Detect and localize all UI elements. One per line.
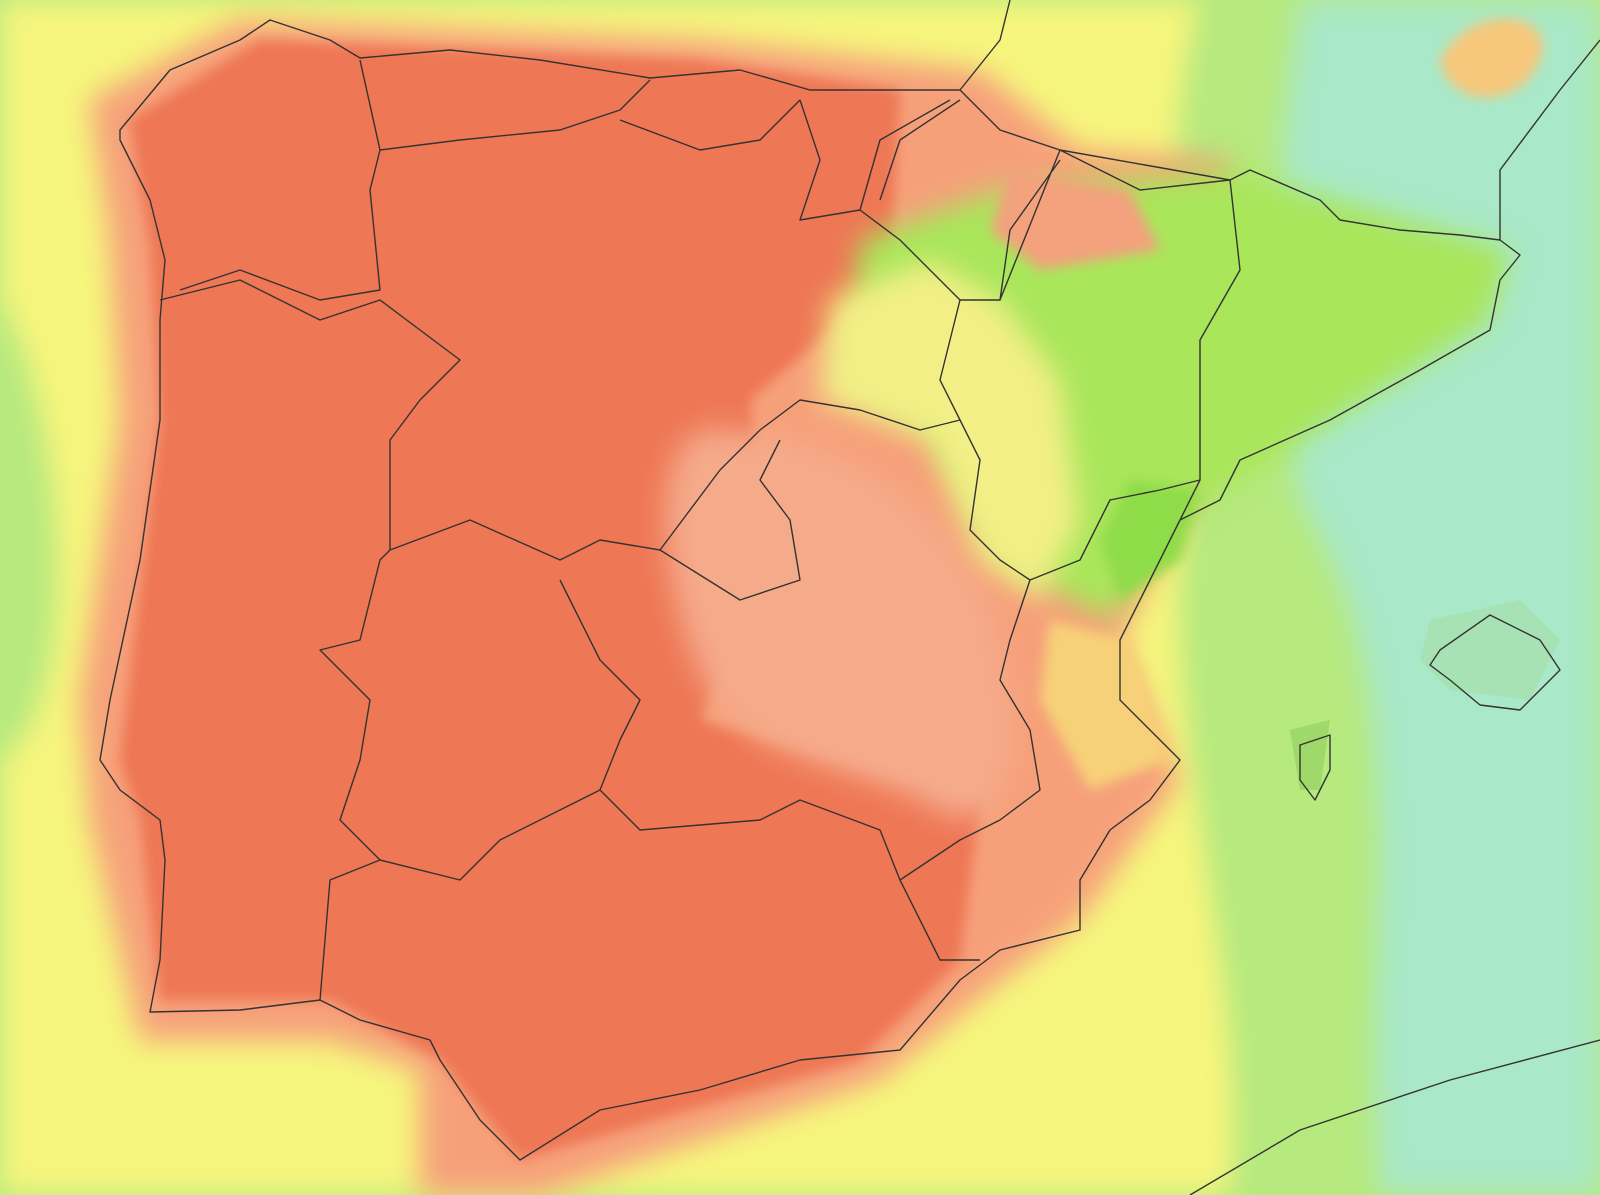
- portugal-border: [159, 279, 461, 1001]
- island-coast: [1299, 614, 1561, 801]
- region-border: [389, 149, 1061, 561]
- hot-patch: [665, 429, 1012, 819]
- region-border: [379, 439, 980, 961]
- mild-spot: [1100, 480, 1200, 600]
- very-hot-core: [120, 40, 980, 1160]
- warm-zone: [820, 260, 1080, 600]
- coastline: [99, 19, 1521, 1161]
- warm-spot-east: [1040, 620, 1170, 790]
- region-border: [899, 149, 1241, 881]
- warm-spot: [1440, 18, 1543, 98]
- region-border: [379, 79, 961, 221]
- border-line: [959, 0, 1600, 1195]
- balearic-field: [1420, 600, 1560, 700]
- hot-spot: [990, 170, 1160, 270]
